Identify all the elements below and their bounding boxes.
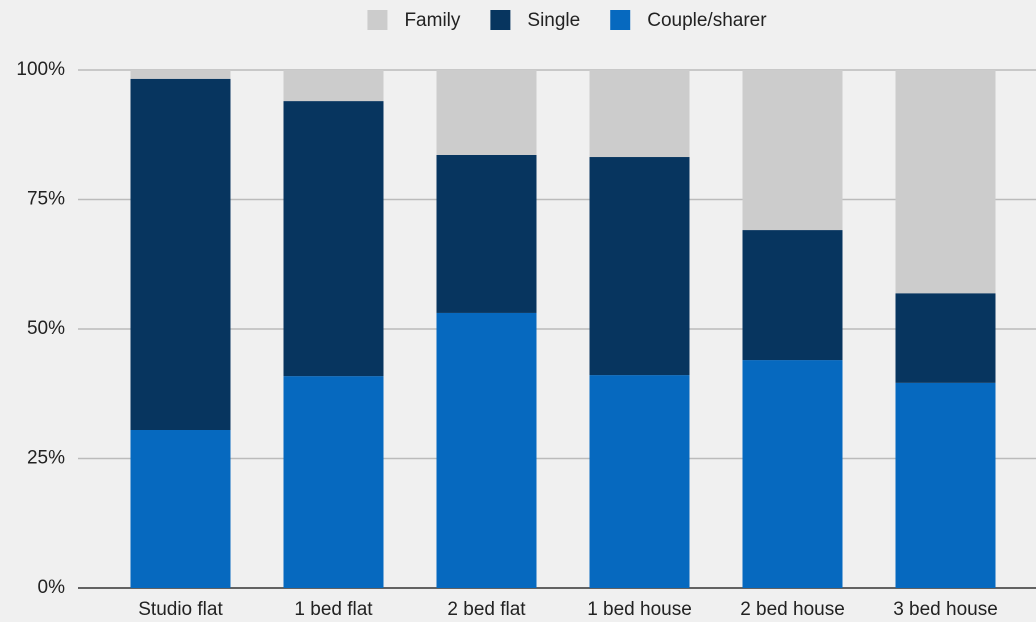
bar-segment (283, 101, 384, 377)
bar-segment (130, 78, 231, 431)
legend-label: Couple/sharer (647, 10, 767, 31)
bar-segment (436, 70, 537, 155)
bar-segment (283, 70, 384, 102)
y-tick-label: 100% (16, 59, 65, 80)
y-tick-label: 75% (27, 189, 65, 210)
y-tick-label: 50% (27, 318, 65, 339)
y-tick-label: 0% (38, 577, 66, 598)
bar-segment (130, 70, 231, 79)
bar-segment (895, 382, 996, 588)
bar-segment (589, 157, 690, 376)
bar-segment (589, 70, 690, 158)
bar-segment (589, 375, 690, 588)
legend-label: Family (404, 10, 460, 31)
y-tick-label: 25% (27, 448, 65, 469)
bar-segment (895, 70, 996, 294)
x-tick-label: 1 bed house (587, 599, 692, 620)
legend-swatch (490, 10, 511, 30)
x-tick-label: Studio flat (138, 599, 223, 620)
legend-label: Single (527, 10, 580, 31)
x-tick-label: 2 bed flat (447, 599, 526, 620)
x-tick-label: 1 bed flat (294, 599, 373, 620)
bar-segment (742, 230, 843, 361)
x-tick-label: 2 bed house (740, 599, 845, 620)
bar-segment (283, 376, 384, 588)
legend-swatch (367, 10, 388, 30)
x-tick-label: 3 bed house (893, 599, 998, 620)
legend-swatch (610, 10, 631, 30)
bar-segment (436, 154, 537, 313)
bar-segment (895, 293, 996, 383)
bar-segment (436, 312, 537, 588)
bar-segment (742, 70, 843, 231)
bar-segment (130, 430, 231, 588)
bar-segment (742, 360, 843, 588)
